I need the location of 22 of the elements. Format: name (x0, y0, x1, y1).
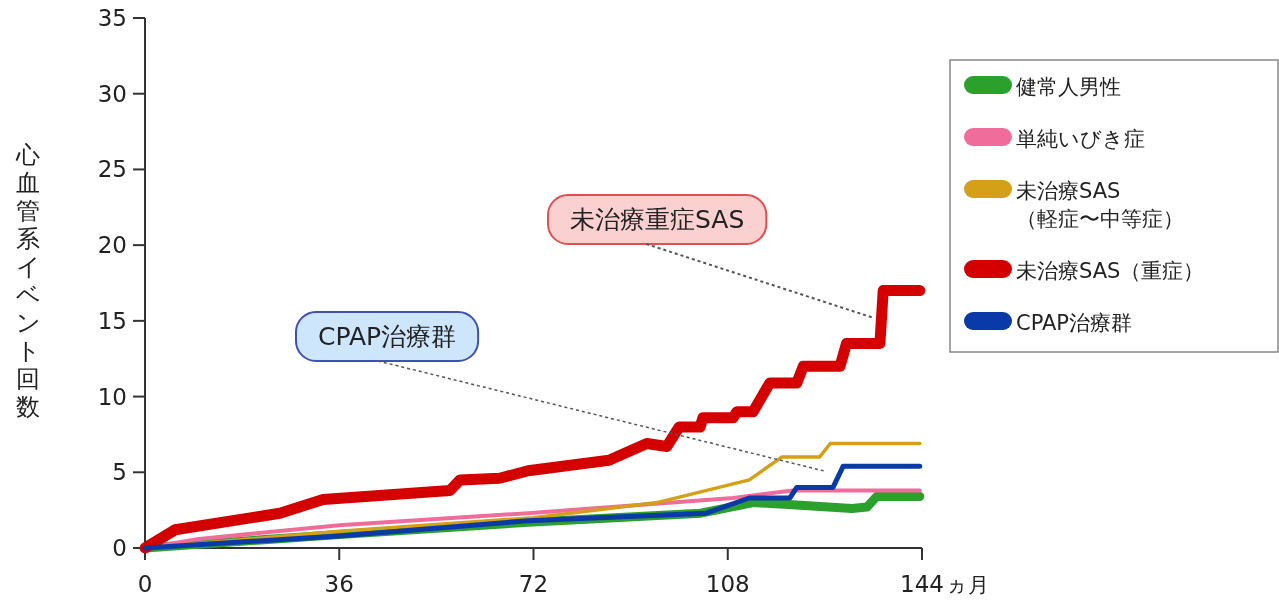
text: 心血管系イベント回数 (15, 141, 41, 421)
annotation: 未治療重症SAS (570, 205, 745, 234)
x-axis-title: ヵ月 (945, 573, 989, 597)
x-tick-label: 108 (705, 571, 750, 597)
legend-label: CPAP治療群 (1016, 311, 1133, 335)
y-tick-label: 35 (97, 5, 127, 31)
y-tick-label: 5 (112, 459, 127, 486)
x-tick-label: 0 (137, 571, 153, 597)
y-tick-label: 15 (97, 307, 127, 334)
x-tick-label: 36 (324, 571, 354, 597)
y-tick-label: 10 (97, 383, 127, 410)
x-tick-label: 72 (518, 571, 549, 597)
y-tick-label: 25 (97, 156, 127, 183)
y-tick-label: 20 (97, 232, 127, 259)
x-tick-label: 144 (900, 571, 944, 597)
legend-label: 健常人男性 (1016, 75, 1121, 99)
legend-label: 未治療SAS（重症） (1016, 259, 1205, 283)
y-tick-label: 0 (112, 535, 127, 561)
y-tick-label: 30 (97, 80, 127, 107)
legend-label: 単純いびき症 (1016, 127, 1145, 151)
legend-label: 未治療SAS（軽症〜中等症） (1016, 179, 1184, 231)
annotation: CPAP治療群 (318, 322, 457, 351)
